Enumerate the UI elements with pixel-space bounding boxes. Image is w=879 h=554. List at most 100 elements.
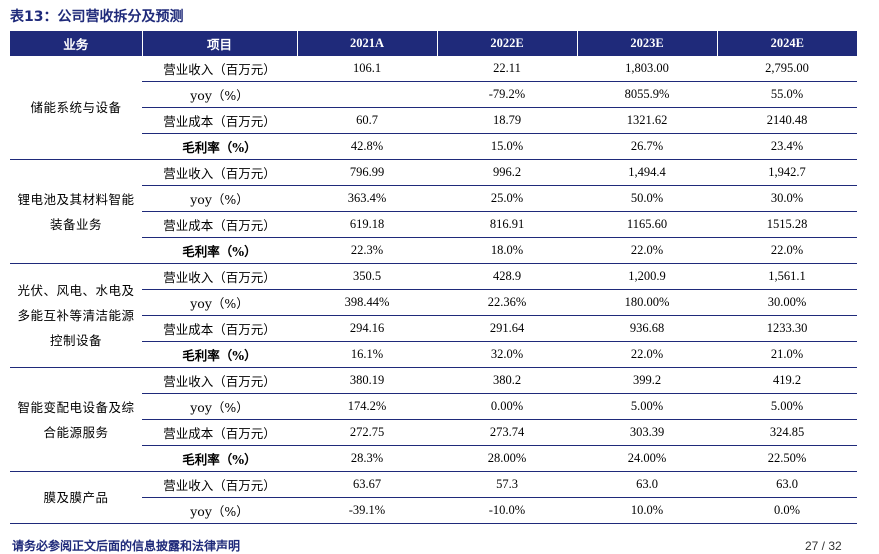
item-cell: 营业收入（百万元） [142,263,297,290]
value-cell: 32.0% [437,341,577,368]
value-cell [297,81,437,108]
value-cell: 28.3% [297,445,437,472]
table-row: yoy（%） -79.2% 8055.9% 55.0% [10,81,857,108]
item-cell: yoy（%） [142,289,297,316]
header-2023e: 2023E [576,31,717,56]
value-cell: 30.00% [717,289,857,316]
item-cell: 毛利率（%） [142,341,297,368]
value-cell: 30.0% [717,185,857,212]
item-cell: yoy（%） [142,81,297,108]
value-cell: 1,942.7 [717,159,857,186]
value-cell: 28.00% [437,445,577,472]
business-cell: 储能系统与设备 [10,56,142,160]
value-cell: 1165.60 [577,211,717,238]
value-cell: 272.75 [297,419,437,446]
table-row: 储能系统与设备 营业收入（百万元） 106.1 22.11 1,803.00 2,795.… [10,56,857,160]
item-cell: 毛利率（%） [142,445,297,472]
footer-disclaimer: 请务必参阅正文后面的信息披露和法律声明 [12,539,241,553]
table-row: yoy（%） 174.2% 0.00% 5.00% 5.00% [10,393,857,420]
value-cell: 1,803.00 [577,56,717,82]
table-row: 毛利率（%） 22.3% 18.0% 22.0% 22.0% [10,237,857,264]
value-cell: 1,561.1 [717,263,857,290]
table-row: yoy（%） 398.44% 22.36% 180.00% 30.00% [10,289,857,316]
business-cell: 光伏、风电、水电及多能互补等清洁能源控制设备 [10,263,142,368]
value-cell: 363.4% [297,185,437,212]
value-cell: 303.39 [577,419,717,446]
table-row: 营业成本（百万元） 294.16 291.64 936.68 1233.30 [10,315,857,342]
business-cell: 膜及膜产品 [10,471,142,524]
value-cell: -79.2% [437,81,577,108]
value-cell: 10.0% [577,497,717,524]
value-cell: 16.1% [297,341,437,368]
value-cell: 22.50% [717,445,857,472]
item-cell: 毛利率（%） [142,133,297,160]
value-cell: 291.64 [437,315,577,342]
value-cell: 22.0% [717,237,857,264]
value-cell: 22.0% [577,237,717,264]
business-cell: 智能变配电设备及综合能源服务 [10,367,142,472]
page-number: 27 / 32 [805,539,842,553]
value-cell: 55.0% [717,81,857,108]
item-cell: yoy（%） [142,185,297,212]
value-cell: 63.67 [297,471,437,498]
table-row: 锂电池及其材料智能装备业务 营业收入（百万元） 796.99 996.2 1,494.4… [10,159,857,264]
value-cell: 18.79 [437,107,577,134]
value-cell: 936.68 [577,315,717,342]
value-cell: 350.5 [297,263,437,290]
value-cell: 816.91 [437,211,577,238]
item-cell: 营业收入（百万元） [142,367,297,394]
value-cell: 619.18 [297,211,437,238]
table-row: 膜及膜产品 营业收入（百万元） 63.67 57.3 63.0 63.0 [10,471,857,524]
item-cell: 营业成本（百万元） [142,419,297,446]
value-cell: 50.0% [577,185,717,212]
table-title: 表13：公司营收拆分及预测 [10,9,184,25]
value-cell: 380.19 [297,367,437,394]
value-cell: 18.0% [437,237,577,264]
value-cell: 22.11 [437,56,577,82]
table-row: yoy（%） -39.1% -10.0% 10.0% 0.0% [10,497,857,524]
item-cell: 营业成本（百万元） [142,315,297,342]
header-business: 业务 [10,31,142,56]
table-row: yoy（%） 363.4% 25.0% 50.0% 30.0% [10,185,857,212]
business-cell: 锂电池及其材料智能装备业务 [10,159,142,264]
value-cell: 2,795.00 [717,56,857,82]
value-cell: 996.2 [437,159,577,186]
value-cell: 60.7 [297,107,437,134]
value-cell: 398.44% [297,289,437,316]
item-cell: 营业收入（百万元） [142,159,297,186]
value-cell: 15.0% [437,133,577,160]
value-cell: 2140.48 [717,107,857,134]
value-cell: 21.0% [717,341,857,368]
value-cell: 0.00% [437,393,577,420]
value-cell: 1,200.9 [577,263,717,290]
value-cell: 380.2 [437,367,577,394]
table-row: 光伏、风电、水电及多能互补等清洁能源控制设备 营业收入（百万元） 350.5 428.… [10,263,857,368]
header-row: 业务 项目 2021A 2022E 2023E 2024E [10,31,857,56]
table-row: 智能变配电设备及综合能源服务 营业收入（百万元） 380.19 380.2 399.2 4… [10,367,857,472]
value-cell: 180.00% [577,289,717,316]
header-2022e: 2022E [436,31,577,56]
value-cell: 419.2 [717,367,857,394]
value-cell: 42.8% [297,133,437,160]
value-cell: 796.99 [297,159,437,186]
header-2024e: 2024E [716,31,857,56]
value-cell: 57.3 [437,471,577,498]
revenue-forecast-table: 业务 项目 2021A 2022E 2023E 2024E 储能系统与设备 营业收… [10,31,857,524]
item-cell: 营业成本（百万元） [142,107,297,134]
table-row: 营业成本（百万元） 272.75 273.74 303.39 324.85 [10,419,857,446]
value-cell: 106.1 [297,56,437,82]
value-cell: 1321.62 [577,107,717,134]
value-cell: 25.0% [437,185,577,212]
item-cell: 营业收入（百万元） [142,56,297,82]
value-cell: -10.0% [437,497,577,524]
value-cell: 1,494.4 [577,159,717,186]
value-cell: 324.85 [717,419,857,446]
header-2021a: 2021A [296,31,437,56]
table-row: 毛利率（%） 28.3% 28.00% 24.00% 22.50% [10,445,857,472]
value-cell: 23.4% [717,133,857,160]
value-cell: 22.3% [297,237,437,264]
value-cell: 1233.30 [717,315,857,342]
value-cell: 63.0 [577,471,717,498]
footer-rule [10,523,857,524]
table-row: 营业成本（百万元） 60.7 18.79 1321.62 2140.48 [10,107,857,134]
